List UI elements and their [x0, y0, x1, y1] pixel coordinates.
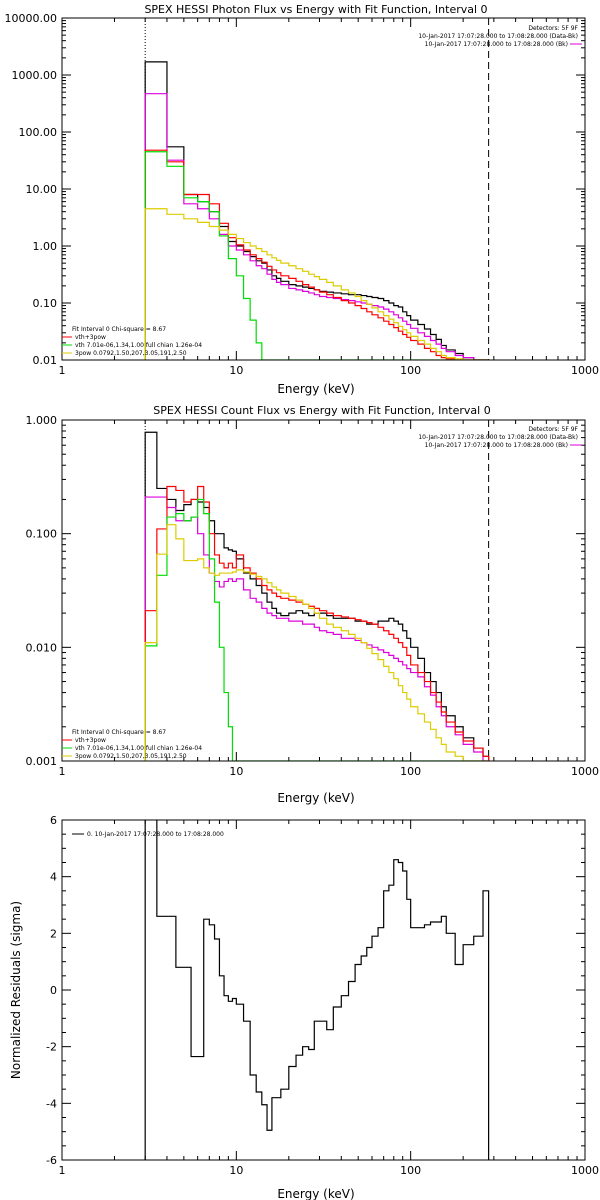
count-flux-title: SPEX HESSI Count Flux vs Energy with Fit… — [153, 404, 490, 417]
legend-vth: vth 7.01e-06,1.34,1.00 full chian 1.26e-… — [75, 745, 202, 752]
bk-interval-label: 10-Jan-2017 17:07:28.000 to 17:08:28.000… — [425, 41, 568, 48]
count-x-axis-label: Energy (keV) — [277, 791, 354, 805]
residual-y-axis-label: Normalized Residuals (sigma) — [9, 901, 23, 1079]
residual-legend-label: 0. 10-Jan-2017 17:07:28.000 to 17:08:28.… — [87, 831, 224, 838]
y-tick-label: 0.100 — [26, 528, 58, 541]
x-tick-label: 1 — [59, 1164, 66, 1177]
y-tick-label: 2 — [50, 927, 57, 940]
series-3pow — [144, 524, 489, 761]
legend-vth3pow: vth+3pow — [75, 737, 106, 744]
x-tick-label: 1 — [59, 364, 66, 377]
series-0-10-jan-2017-17-07-28-000-to- — [144, 820, 490, 1160]
plot-frame — [61, 419, 586, 762]
series-data-bk — [144, 431, 490, 761]
bk-interval-label: 10-Jan-2017 17:07:28.000 to 17:08:28.000… — [425, 442, 568, 449]
y-tick-label: 0.001 — [26, 755, 58, 768]
y-tick-label: -4 — [46, 1097, 57, 1110]
fit-interval-label: Fit Interval 0 Chi-square = 8.67 — [72, 326, 166, 333]
photon-flux-panel: SPEX HESSI Photon Flux vs Energy with Fi… — [5, 3, 600, 396]
y-tick-label: 0 — [50, 984, 57, 997]
x-tick-label: 10 — [229, 765, 243, 778]
plot-frame — [61, 819, 586, 1161]
x-tick-label: 100 — [400, 364, 421, 377]
detectors-label: Detectors: 5F 9F — [528, 25, 578, 32]
series-vth-3pow — [144, 149, 489, 360]
y-tick-label: 0.10 — [33, 297, 58, 310]
x-tick-label: 10 — [229, 364, 243, 377]
series-bk — [144, 93, 489, 360]
plot-frame — [61, 17, 586, 361]
y-tick-label: 4 — [50, 871, 57, 884]
x-tick-label: 100 — [400, 765, 421, 778]
series-vth-3pow — [144, 485, 490, 761]
legend-3pow: 3pow 0.0792,1.50,207,3.05,191,2.50 — [75, 753, 187, 760]
detectors-label: Detectors: 5F 9F — [528, 426, 578, 433]
residual-x-axis-label: Energy (keV) — [277, 1187, 354, 1200]
y-tick-label: 0.01 — [33, 354, 58, 367]
x-tick-label: 100 — [400, 1164, 421, 1177]
y-tick-label: 6 — [50, 814, 57, 827]
x-tick-label: 1000 — [571, 765, 599, 778]
y-tick-label: 100.00 — [19, 126, 58, 139]
legend-3pow: 3pow 0.0792,1.50,207,3.05,191,2.50 — [75, 350, 187, 357]
x-tick-label: 1000 — [571, 364, 599, 377]
photon-flux-title: SPEX HESSI Photon Flux vs Energy with Fi… — [144, 3, 487, 16]
x-tick-label: 1 — [59, 765, 66, 778]
series-data-bk — [144, 61, 489, 360]
series-bk — [144, 496, 489, 761]
x-tick-label: 10 — [229, 1164, 243, 1177]
series-3pow — [144, 208, 489, 360]
y-tick-label: 1000.00 — [12, 69, 58, 82]
y-tick-label: 0.010 — [26, 641, 58, 654]
x-tick-label: 1000 — [571, 1164, 599, 1177]
y-tick-label: 10000.00 — [5, 12, 58, 25]
data-bk-interval-label: 10-Jan-2017 17:07:28.000 to 17:08:28.000… — [418, 33, 578, 40]
photon-x-axis-label: Energy (keV) — [277, 382, 354, 396]
y-tick-label: 1.00 — [33, 240, 58, 253]
count-flux-panel: SPEX HESSI Count Flux vs Energy with Fit… — [26, 404, 600, 805]
y-tick-label: -2 — [46, 1041, 57, 1054]
y-tick-label: 1.000 — [26, 414, 58, 427]
residuals-panel: 1 10 100 1000 -6 -4 -2 0 2 4 6 0. 10-Jan-2017 17:0… — [9, 814, 599, 1200]
fit-interval-label: Fit Interval 0 Chi-square = 8.67 — [72, 729, 166, 736]
y-tick-label: -6 — [46, 1154, 57, 1167]
series-vth — [144, 498, 489, 761]
series-vth — [144, 151, 489, 360]
y-tick-label: 10.00 — [26, 183, 58, 196]
data-bk-interval-label: 10-Jan-2017 17:07:28.000 to 17:08:28.000… — [418, 434, 578, 441]
legend-vth: vth 7.01e-06,1.34,1.00 full chian 1.26e-… — [75, 342, 202, 349]
legend-vth3pow: vth+3pow — [75, 334, 106, 341]
